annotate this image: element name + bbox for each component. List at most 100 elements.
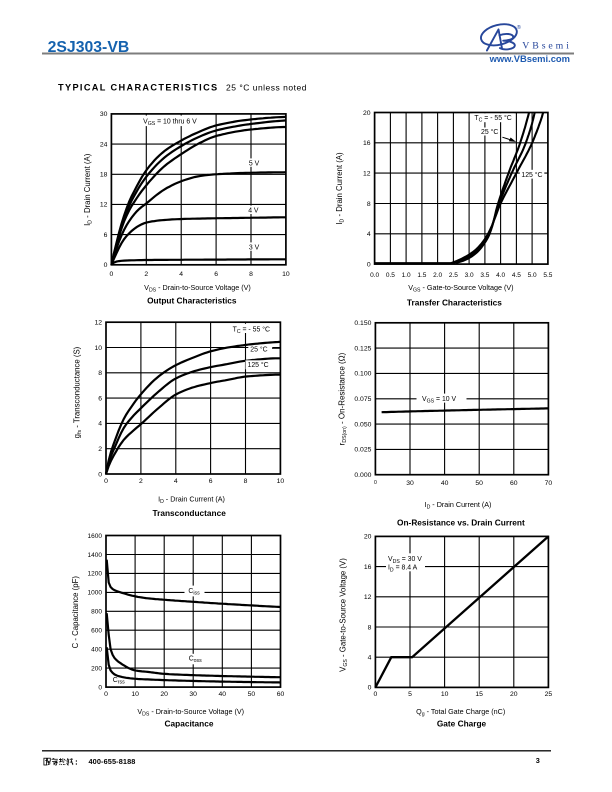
svg-text:400: 400 (91, 647, 102, 654)
svg-text:6: 6 (104, 232, 108, 239)
svg-text:3.0: 3.0 (465, 272, 474, 279)
svg-text:0.050: 0.050 (354, 421, 371, 428)
svg-text:8: 8 (98, 370, 102, 377)
svg-text:3: 3 (536, 756, 540, 765)
svg-text:2: 2 (98, 446, 102, 453)
svg-text:Coss​: Coss​ (189, 656, 202, 665)
svg-text:10: 10 (441, 691, 449, 698)
svg-text:VBsemi: VBsemi (522, 40, 572, 51)
svg-text:5.0: 5.0 (528, 272, 537, 279)
svg-text:3.5: 3.5 (480, 272, 489, 279)
svg-text:4: 4 (98, 421, 102, 428)
svg-text:2.0: 2.0 (433, 272, 442, 279)
svg-text:20: 20 (160, 691, 168, 698)
svg-text:12: 12 (363, 170, 371, 177)
svg-text:Output Characteristics: Output Characteristics (147, 295, 237, 305)
svg-text:ID​ - Drain Current (A): ID​ - Drain Current (A) (158, 494, 225, 505)
svg-text:30: 30 (406, 480, 414, 487)
svg-text:0: 0 (374, 691, 378, 698)
svg-text:rDS(on)​ - On-Resistance (Ω): rDS(on)​ - On-Resistance (Ω) (338, 352, 349, 445)
svg-text:12: 12 (364, 594, 372, 601)
svg-text:1200: 1200 (88, 571, 103, 578)
svg-text:4: 4 (368, 655, 372, 662)
svg-text:18: 18 (100, 172, 108, 179)
svg-text:VDS​ = 30 V: VDS​ = 30 V (388, 556, 422, 565)
svg-text:VGS​ - Gate-to-Source Voltag: VGS​ - Gate-to-Source Voltage (V) (339, 558, 350, 672)
svg-text:10: 10 (277, 478, 285, 485)
svg-text:4.5: 4.5 (512, 272, 521, 279)
svg-text:10: 10 (131, 691, 139, 698)
svg-text:12: 12 (94, 320, 102, 327)
svg-text:4 V: 4 V (248, 208, 259, 215)
svg-text:VGS​ - Gate-to-Source Voltag: VGS​ - Gate-to-Source Voltage (V) (408, 283, 513, 294)
svg-text:Transconductance: Transconductance (153, 508, 227, 518)
svg-text:2: 2 (144, 271, 148, 278)
svg-text:0.150: 0.150 (354, 320, 371, 327)
svg-text:3 V: 3 V (249, 244, 260, 251)
svg-text:8: 8 (367, 201, 371, 208)
svg-text:ID​ - Drain Current (A): ID​ - Drain Current (A) (83, 153, 94, 226)
svg-text:16: 16 (363, 140, 371, 147)
svg-text:Transfer Characteristics: Transfer Characteristics (407, 297, 502, 307)
svg-text:60: 60 (277, 691, 285, 698)
svg-text:0: 0 (367, 261, 371, 268)
svg-text:TC​ = - 55 °C: TC​ = - 55 °C (474, 114, 511, 124)
svg-text:5: 5 (408, 691, 412, 698)
svg-text:30: 30 (189, 691, 197, 698)
svg-text:125 °C: 125 °C (521, 171, 542, 179)
svg-text:20: 20 (510, 691, 518, 698)
svg-text:70: 70 (545, 480, 553, 487)
svg-text:4: 4 (367, 231, 371, 238)
svg-text:1000: 1000 (88, 590, 103, 597)
svg-text:C - Capacitance (pF): C - Capacitance (pF) (71, 576, 80, 649)
svg-text:0.5: 0.5 (386, 272, 395, 279)
svg-text:10: 10 (94, 345, 102, 352)
svg-text:0.125: 0.125 (354, 345, 371, 352)
svg-text:25 °C: 25 °C (250, 346, 267, 354)
svg-text:0.025: 0.025 (354, 447, 371, 454)
svg-text:50: 50 (248, 691, 256, 698)
svg-text:5.5: 5.5 (543, 272, 552, 279)
svg-text:gfs​ - Transconductance (S): gfs​ - Transconductance (S) (73, 346, 84, 438)
svg-text:30: 30 (100, 111, 108, 118)
svg-text:60: 60 (510, 480, 518, 487)
svg-text:6: 6 (209, 478, 213, 485)
svg-text:12: 12 (100, 202, 108, 209)
svg-text:25 °C unless noted: 25 °C unless noted (226, 82, 307, 92)
svg-text:1.5: 1.5 (417, 272, 426, 279)
svg-text:4.0: 4.0 (496, 272, 505, 279)
svg-text:Qg​ - Total Gate Charge (nC): Qg​ - Total Gate Charge (nC) (416, 707, 505, 718)
svg-text:200: 200 (91, 665, 102, 672)
svg-text:0.0: 0.0 (370, 272, 379, 279)
svg-text:2.5: 2.5 (449, 272, 458, 279)
svg-text:0: 0 (98, 471, 102, 478)
svg-text:4: 4 (174, 478, 178, 485)
svg-text:Capacitance: Capacitance (165, 718, 214, 728)
svg-text:600: 600 (91, 628, 102, 635)
svg-text:8: 8 (244, 478, 248, 485)
svg-text:10: 10 (282, 271, 290, 278)
svg-text:1400: 1400 (88, 552, 103, 559)
svg-text:800: 800 (91, 609, 102, 616)
svg-text:40: 40 (441, 480, 449, 487)
svg-text:6: 6 (98, 395, 102, 402)
svg-text:20: 20 (364, 534, 372, 541)
svg-text:0: 0 (104, 262, 108, 269)
svg-text:TYPICAL CHARACTERISTICS: TYPICAL CHARACTERISTICS (58, 82, 219, 92)
svg-text:VDS​ - Drain-to-Source Volta: VDS​ - Drain-to-Source Voltage (V) (144, 283, 251, 294)
svg-text:40: 40 (219, 691, 227, 698)
svg-text:VDS​ - Drain-to-Source Volta: VDS​ - Drain-to-Source Voltage (V) (137, 707, 244, 718)
svg-text:24: 24 (100, 141, 108, 148)
svg-text:0: 0 (104, 691, 108, 698)
svg-text:0: 0 (98, 684, 102, 691)
svg-text:Gate Charge: Gate Charge (437, 718, 487, 728)
svg-text:0: 0 (110, 271, 114, 278)
svg-text:0: 0 (368, 685, 372, 692)
svg-text:VGS​ = 10 thru 6 V: VGS​ = 10 thru 6 V (143, 118, 197, 127)
svg-text:15: 15 (475, 691, 483, 698)
svg-text:50: 50 (475, 480, 483, 487)
svg-text:2: 2 (139, 478, 143, 485)
svg-text:0.000: 0.000 (354, 472, 371, 479)
svg-text:®: ® (517, 24, 522, 31)
svg-text:8: 8 (368, 624, 372, 631)
